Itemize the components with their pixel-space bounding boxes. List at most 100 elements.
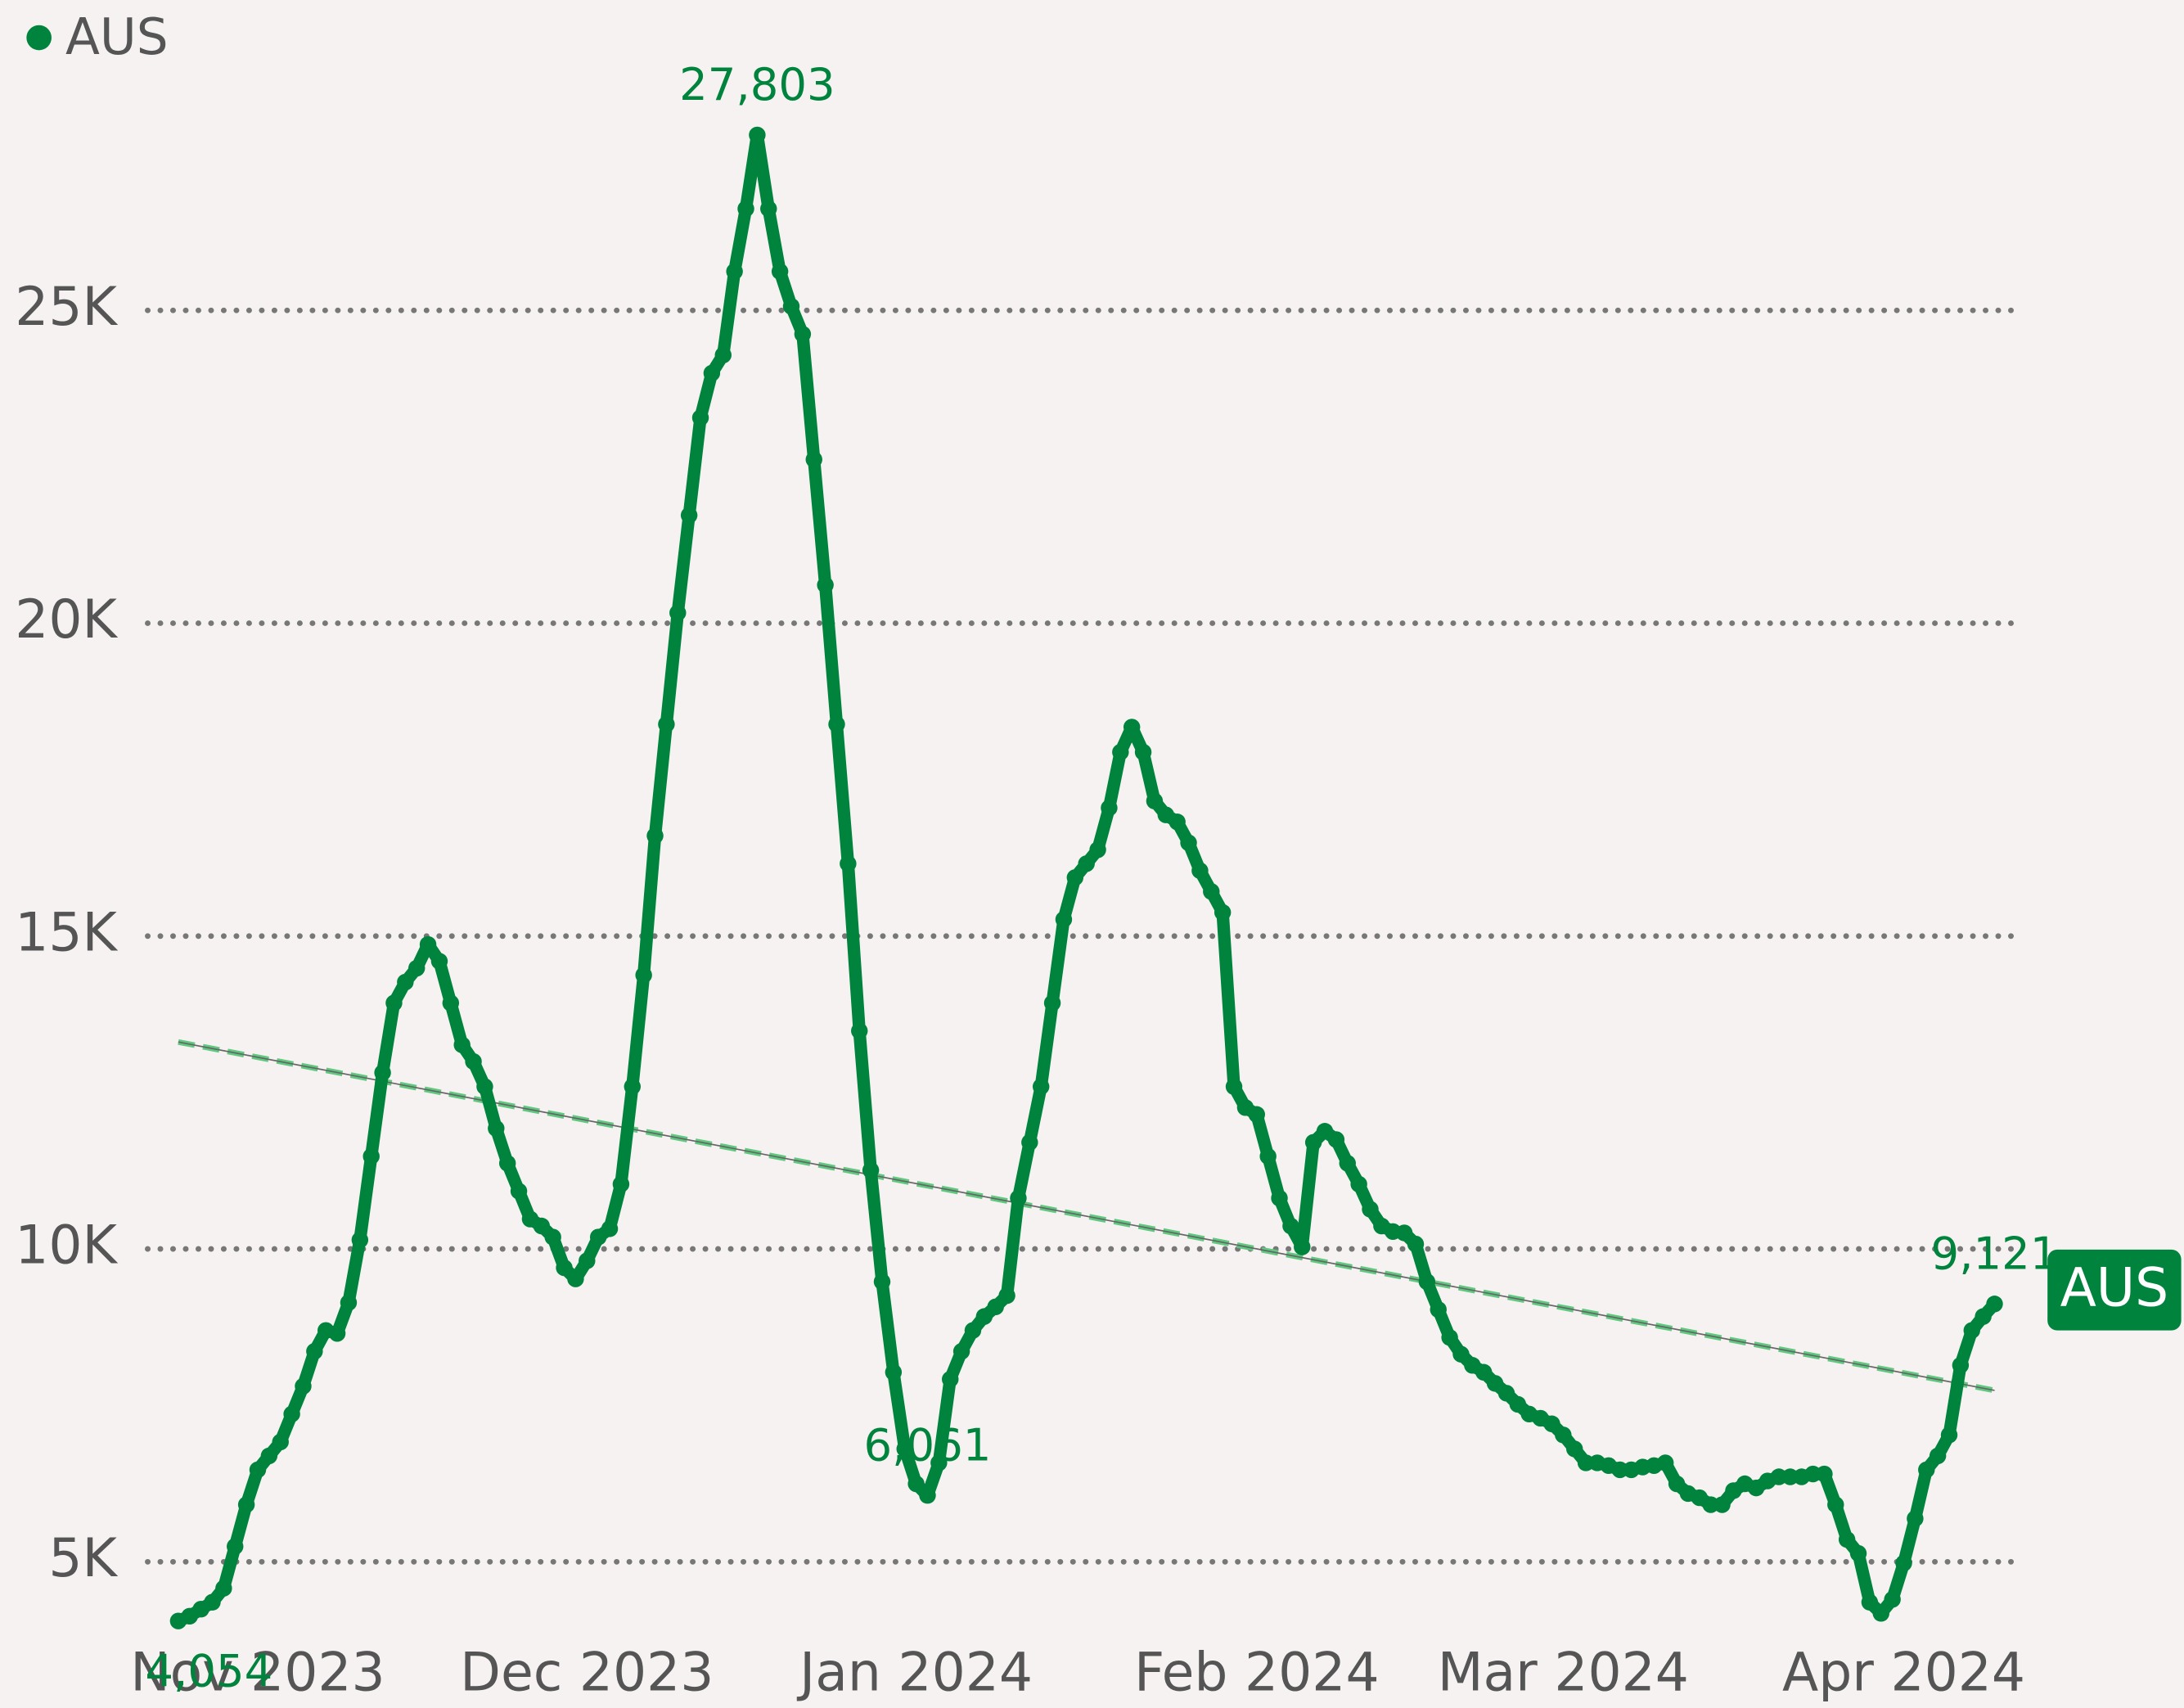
point xyxy=(1452,1345,1470,1363)
point xyxy=(510,1183,528,1200)
point xyxy=(1055,911,1073,928)
point xyxy=(1975,1308,1992,1325)
point xyxy=(306,1343,323,1360)
end-label: AUS xyxy=(2060,1258,2169,1319)
point xyxy=(465,1052,482,1070)
x-tick-label: Dec 2023 xyxy=(460,1642,714,1703)
point xyxy=(476,1078,493,1095)
point xyxy=(1872,1605,1889,1622)
point xyxy=(533,1217,551,1235)
point xyxy=(851,1022,868,1039)
point xyxy=(498,1155,516,1172)
point xyxy=(1032,1078,1050,1095)
point xyxy=(862,1161,880,1179)
point xyxy=(1134,743,1152,761)
x-tick-label: Mar 2024 xyxy=(1438,1642,1689,1703)
point xyxy=(544,1228,561,1246)
point xyxy=(1043,994,1061,1012)
point xyxy=(1248,1106,1265,1123)
point xyxy=(430,953,448,970)
point xyxy=(249,1461,267,1479)
point xyxy=(1861,1593,1879,1611)
point xyxy=(1509,1395,1527,1413)
point xyxy=(1271,1189,1288,1207)
point xyxy=(952,1343,970,1360)
point xyxy=(1350,1175,1367,1193)
point xyxy=(227,1538,244,1555)
y-tick-label: 10K xyxy=(15,1215,118,1277)
point xyxy=(1191,862,1209,880)
point xyxy=(1294,1238,1311,1255)
point xyxy=(1566,1440,1583,1458)
trendline-core xyxy=(178,1041,1995,1391)
point xyxy=(1929,1447,1947,1465)
point xyxy=(760,200,777,218)
point xyxy=(1225,1078,1243,1095)
point xyxy=(907,1475,925,1493)
point xyxy=(556,1259,573,1277)
x-tick-label: Jan 2024 xyxy=(796,1642,1033,1703)
point xyxy=(987,1298,1004,1315)
point xyxy=(1555,1426,1572,1444)
point xyxy=(1101,799,1118,817)
point xyxy=(624,1078,641,1095)
point xyxy=(1475,1363,1493,1381)
point xyxy=(1123,719,1141,736)
point xyxy=(1668,1475,1686,1493)
point xyxy=(942,1371,959,1388)
point xyxy=(771,263,789,280)
point xyxy=(340,1294,358,1311)
point xyxy=(237,1496,255,1513)
point xyxy=(374,1064,391,1081)
point xyxy=(1203,883,1220,900)
point xyxy=(453,1036,471,1053)
point xyxy=(442,994,460,1012)
point xyxy=(840,855,857,872)
point xyxy=(817,576,834,594)
data-label: 9,121 xyxy=(1931,1228,2059,1280)
point xyxy=(1214,904,1232,922)
point xyxy=(260,1447,278,1465)
point xyxy=(488,1120,505,1138)
point xyxy=(1089,841,1106,859)
point xyxy=(1112,743,1129,761)
point xyxy=(873,1273,891,1291)
point xyxy=(975,1308,993,1325)
point xyxy=(1838,1530,1856,1548)
point xyxy=(1441,1329,1458,1346)
point xyxy=(328,1325,346,1342)
end-label-box xyxy=(2047,1249,2182,1331)
y-tick-label: 25K xyxy=(15,277,118,338)
point xyxy=(1010,1189,1027,1207)
point xyxy=(749,126,766,144)
point xyxy=(782,298,800,315)
point xyxy=(691,409,709,426)
point xyxy=(1180,834,1197,852)
point xyxy=(737,200,754,218)
point xyxy=(896,1440,913,1458)
point xyxy=(726,263,743,280)
data-label: 27,803 xyxy=(679,58,835,110)
data-label: 4,054 xyxy=(145,1644,272,1697)
point xyxy=(567,1270,584,1287)
point xyxy=(215,1580,232,1597)
x-tick-label: Nov 2023 xyxy=(130,1642,385,1703)
y-tick-label: 15K xyxy=(15,902,118,963)
point xyxy=(669,604,687,622)
point xyxy=(1362,1201,1379,1218)
point xyxy=(1395,1224,1413,1242)
point xyxy=(964,1322,982,1339)
point xyxy=(397,973,414,991)
point xyxy=(635,967,652,984)
point xyxy=(828,715,845,733)
point xyxy=(930,1454,948,1471)
point xyxy=(1146,792,1164,809)
point xyxy=(1918,1461,1935,1479)
point xyxy=(805,451,822,468)
point xyxy=(579,1252,596,1269)
legend-label: AUS xyxy=(65,8,169,66)
point xyxy=(272,1433,289,1451)
point xyxy=(1418,1273,1436,1291)
